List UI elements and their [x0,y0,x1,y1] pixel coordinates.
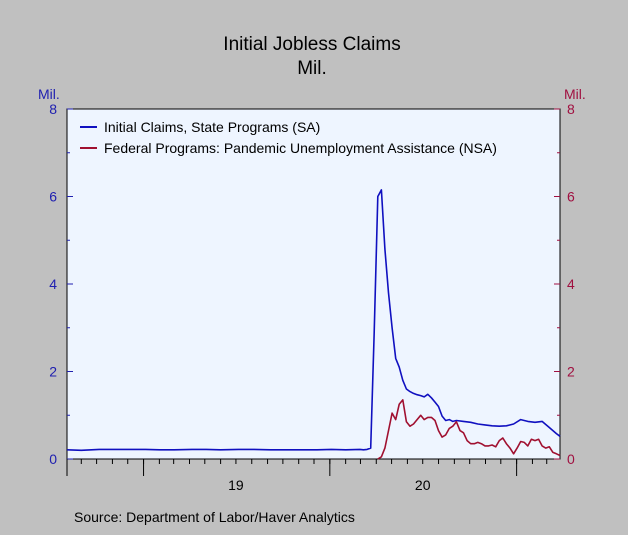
y-tick-label-left: 2 [49,364,57,380]
axis-ticks: 0 0 2 2 4 4 6 6 8 8 19 20 [49,101,575,493]
y-tick-label-left: 6 [49,189,57,205]
legend-label-initial-claims: Initial Claims, State Programs (SA) [104,119,320,135]
y-tick-label-left: 0 [49,451,57,467]
y-tick-label-left: 8 [49,101,57,117]
chart-title: Initial Jobless Claims [223,34,400,55]
legend-label-pua: Federal Programs: Pandemic Unemployment … [104,140,497,156]
x-year-label: 20 [415,477,431,493]
y-tick-label-right: 6 [567,189,575,205]
y-tick-label-right: 0 [567,451,575,467]
y-axis-left-unit: Mil. [38,86,60,102]
y-tick-label-right: 4 [567,276,575,292]
y-tick-label-left: 4 [49,276,57,292]
x-year-label: 19 [228,477,244,493]
plot-area [66,108,561,460]
chart-subtitle: Mil. [297,58,327,79]
y-tick-label-right: 8 [567,101,575,117]
legend: Initial Claims, State Programs (SA) Fede… [80,119,497,156]
series-line-1 [377,399,561,460]
y-axis-right-unit: Mil. [564,86,586,102]
series-line-0 [66,189,561,452]
series-lines [66,189,561,460]
source-note: Source: Department of Labor/Haver Analyt… [74,509,355,525]
y-tick-label-right: 2 [567,364,575,380]
